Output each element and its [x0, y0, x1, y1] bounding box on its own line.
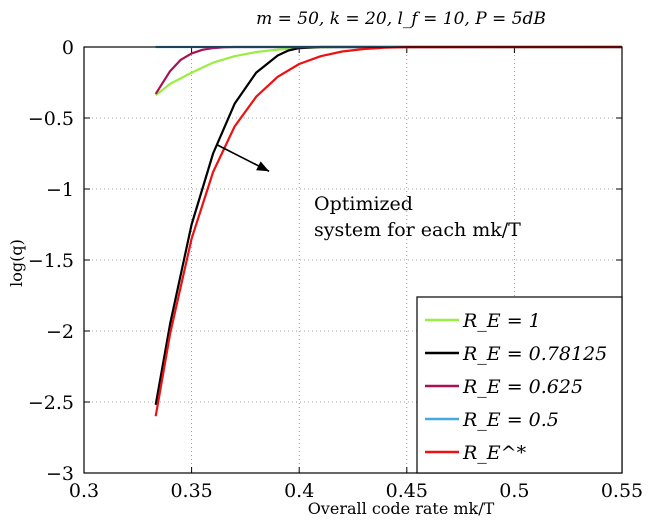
x-axis-label: Overall code rate mk/T — [308, 499, 495, 518]
y-tick-label: −1.5 — [28, 250, 74, 272]
y-tick-label: 0 — [62, 37, 74, 59]
x-tick-label: 0.3 — [69, 480, 99, 502]
legend-entry-label: R_E = 0.625 — [462, 376, 583, 398]
chart-title: m = 50, k = 20, l_f = 10, P = 5dB — [256, 9, 546, 29]
y-tick-label: −0.5 — [28, 108, 74, 130]
x-tick-label: 0.4 — [284, 480, 314, 502]
legend-entry-label: R_E = 0.5 — [462, 409, 559, 431]
legend-entry-label: R_E = 1 — [462, 310, 541, 332]
legend-entry-label: R_E^* — [462, 442, 527, 464]
annotation-text: Optimized — [314, 193, 413, 215]
y-tick-label: −2 — [46, 321, 74, 343]
axes-frame — [83, 46, 623, 474]
legend-entry-label: R_E = 0.78125 — [462, 343, 607, 365]
legend: R_E = 1 R_E = 0.78125 R_E = 0.625 R_E = 0.5… — [416, 296, 623, 474]
x-tick-label: 0.55 — [601, 480, 643, 502]
y-tick-label: −3 — [46, 463, 74, 485]
x-tick-label: 0.35 — [170, 480, 212, 502]
annotation-arrow-head — [256, 161, 270, 172]
annotation-text: system for each mk/T — [314, 219, 521, 241]
y-axis-label: log(q) — [7, 239, 26, 287]
y-tick-label: −1 — [46, 179, 74, 201]
series-line — [154, 45, 623, 417]
x-tick-label: 0.5 — [499, 480, 529, 502]
x-tick-label: 0.45 — [386, 480, 428, 502]
y-tick-label: −2.5 — [28, 392, 74, 414]
